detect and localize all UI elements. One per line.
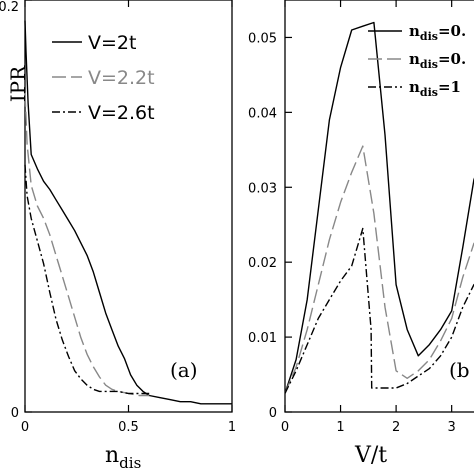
panel-a-xtick-label-2: 1 (228, 420, 236, 435)
panel-a-tag: (a) (170, 358, 198, 382)
panel-b-legend-label-2: ndis=1 (409, 78, 461, 99)
panel-b-ytick-label-5: 0.05 (248, 31, 277, 46)
panel-a-legend-label-2: V=2.6t (88, 102, 155, 124)
panel-b-ytick-label-0: 0 (269, 406, 277, 421)
panel-b-series-0 (284, 21, 474, 394)
panel-b-frame (284, 0, 474, 413)
panel-b-xlabel: V/t (354, 443, 387, 468)
panel-b-ytick-label-2: 0.02 (248, 256, 277, 271)
panel-a-series-2 (24, 164, 150, 395)
panel-b-series-2 (284, 227, 474, 394)
panel-b-legend-label-0: ndis=0. (409, 22, 466, 43)
panel-b-ticks: 0 1 2 3 0 0.01 0.02 0.03 0.04 0.05 (248, 0, 456, 435)
panel-a-xtick-label-1: 0.5 (118, 420, 139, 435)
panel-b-tag: (b (449, 358, 470, 382)
panel-a-xlabel-main: n (105, 443, 119, 468)
panel-b-ytick-label-3: 0.03 (248, 181, 277, 196)
panel-b: 0 1 2 300.010.020.030.040.05 ndis=0.ndis=0.… (248, 0, 474, 468)
panel-b-legend: ndis=0. ndis=0. ndis=1 (368, 22, 466, 99)
panel-a-ytick-label-0: 0 (11, 406, 19, 421)
panel-a-ylabel: IPR (6, 65, 30, 102)
panel-a-xlabel: ndis (105, 443, 141, 472)
panel-b-xtick-label-2: 2 (392, 420, 400, 435)
panel-a-ticks: 0 0.5 1 0 0.2 (0, 0, 236, 435)
panel-a-legend-label-0: V=2t (88, 32, 136, 54)
panel-b-ytick-label-1: 0.01 (248, 331, 277, 346)
panel-a-legend-label-1: V=2.2t (88, 67, 155, 89)
panel-b-series-1 (284, 145, 474, 394)
panel-a-series (24, 20, 232, 405)
panel-b-xtick-label-3: 3 (448, 420, 456, 435)
panel-b-xtick-label-0: 0 (281, 420, 289, 435)
panel-a-legend: V=2t V=2.2t V=2.6t (52, 32, 155, 124)
panel-b-ytick-label-4: 0.04 (248, 106, 277, 121)
panel-a-series-0 (24, 20, 232, 405)
panel-a-ytick-label-1: 0.2 (0, 0, 19, 15)
panel-a-frame (24, 0, 233, 413)
panel-a: 0 0.5 1 0 0.2 V=2t V=2.2t V=2.6t (a) IPR ndis (0, 0, 236, 472)
panel-a-xtick-label-0: 0 (21, 420, 29, 435)
panel-b-legend-label-1: ndis=0. (409, 50, 466, 71)
panel-a-xlabel-sub: dis (119, 454, 141, 472)
panel-b-xtick-label-1: 1 (336, 420, 344, 435)
panel-b-series (284, 21, 474, 394)
panel-a-series-1 (24, 92, 150, 397)
